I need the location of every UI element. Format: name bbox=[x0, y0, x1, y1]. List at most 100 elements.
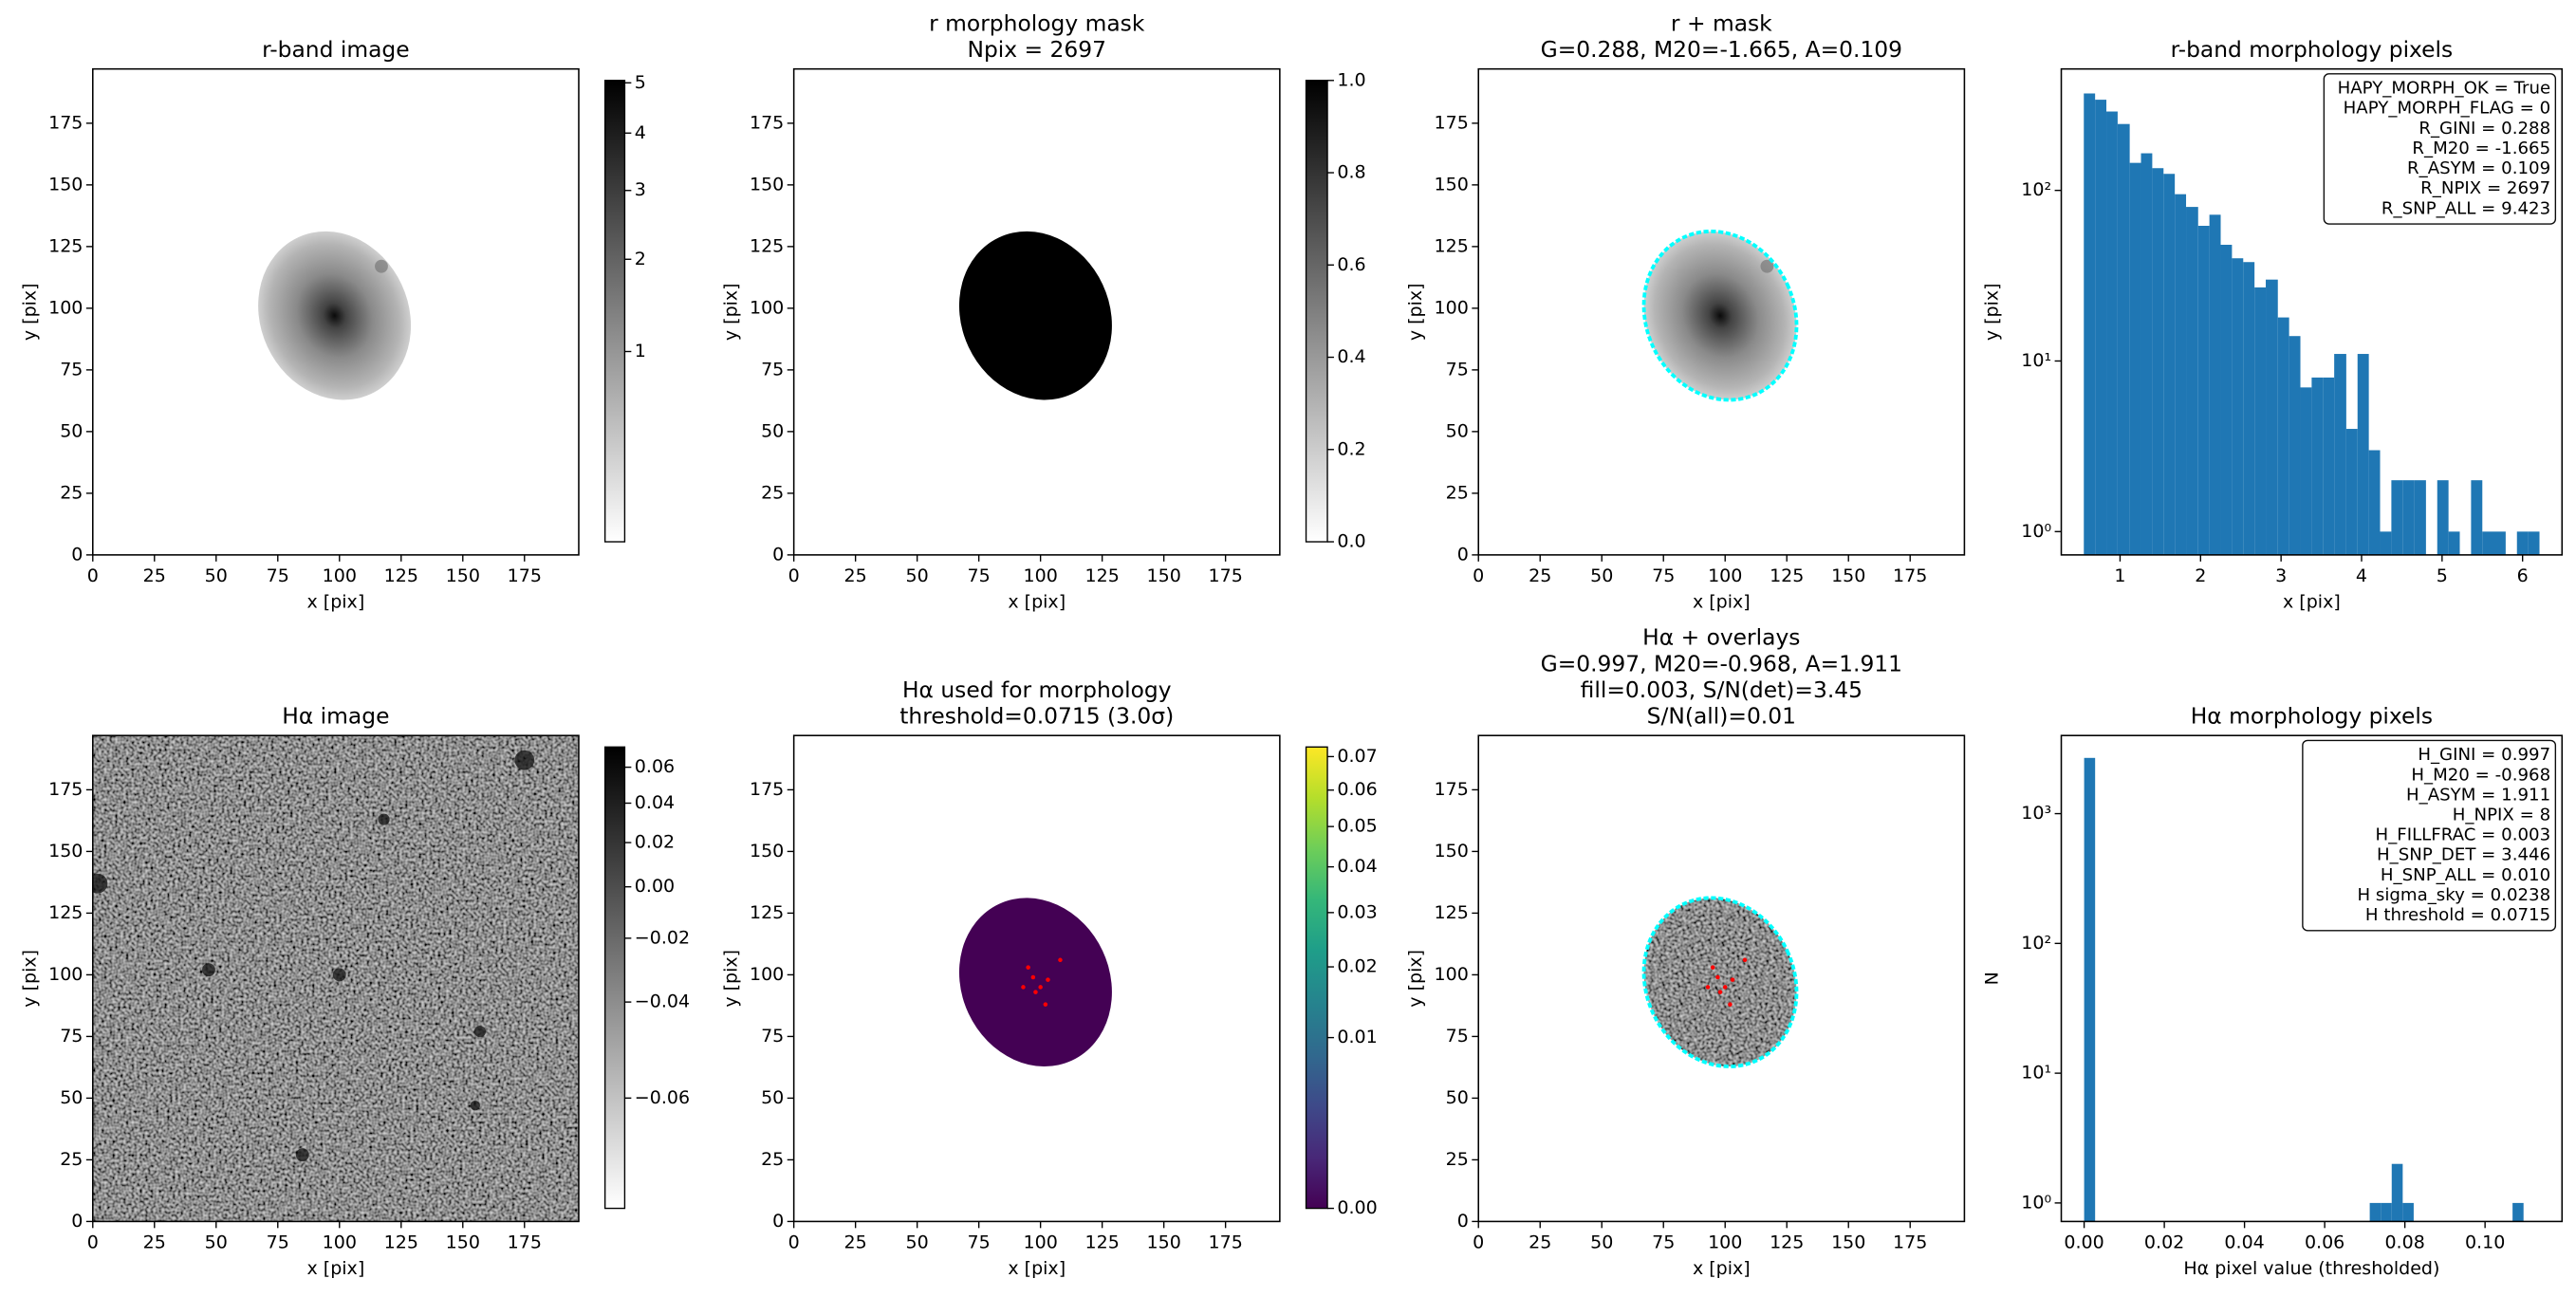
y-tick-label: 125 bbox=[1435, 902, 1469, 923]
colorbar bbox=[1305, 80, 1328, 543]
colorbar-tick-label: 0.05 bbox=[1337, 816, 1377, 837]
y-tick-label: 50 bbox=[1446, 420, 1469, 441]
x-tick-label: 125 bbox=[384, 1232, 418, 1252]
x-tick-label: 0 bbox=[1473, 1232, 1484, 1252]
hist-bar bbox=[2345, 429, 2358, 555]
colorbar-tick-label: 0.00 bbox=[1337, 1197, 1377, 1218]
y-tick-label: 0 bbox=[71, 1211, 83, 1232]
plot-area bbox=[2084, 93, 2540, 555]
annotation-line: HAPY_MORPH_OK = True bbox=[2338, 79, 2551, 99]
y-tick-label: 25 bbox=[1446, 482, 1469, 503]
y-tick-label: 25 bbox=[60, 482, 83, 503]
y-tick-label: 75 bbox=[761, 359, 784, 380]
mask-image bbox=[958, 231, 1112, 400]
hist-bar bbox=[2357, 354, 2369, 555]
hist-bar bbox=[2334, 354, 2346, 555]
x-tick-label: 0.08 bbox=[2384, 1232, 2424, 1252]
x-tick-label: 25 bbox=[844, 565, 867, 586]
x-tick-label: 0 bbox=[87, 565, 99, 586]
colorbar-tick-label: 0.02 bbox=[1337, 956, 1377, 977]
detected-pixel bbox=[1717, 990, 1723, 994]
hist-bar bbox=[2129, 162, 2141, 555]
y-tick-label: 25 bbox=[761, 1149, 784, 1170]
plot-area bbox=[92, 68, 579, 555]
plot-area bbox=[2084, 757, 2524, 1222]
annotation-box bbox=[2302, 739, 2557, 932]
colorbar-tick-label: 0.06 bbox=[635, 756, 675, 777]
x-tick-label: 150 bbox=[1831, 1232, 1865, 1252]
y-tick-label: 75 bbox=[1446, 1026, 1469, 1047]
mask-contour bbox=[1641, 229, 1799, 402]
detected-pixel bbox=[1710, 965, 1715, 970]
y-tick-label: 175 bbox=[1435, 112, 1469, 133]
y-tick-label: 0 bbox=[71, 544, 83, 565]
x-tick-label: 2 bbox=[2195, 565, 2206, 586]
x-axis-label: x [pix] bbox=[1693, 1258, 1751, 1279]
y-axis-label: y [pix] bbox=[20, 283, 41, 341]
panel-title: threshold=0.0715 (3.0σ) bbox=[899, 703, 1174, 730]
x-axis-label: x [pix] bbox=[307, 592, 365, 613]
y-tick-label: 175 bbox=[1435, 779, 1469, 800]
detected-pixel bbox=[1730, 977, 1735, 982]
x-tick-label: 75 bbox=[1652, 1232, 1675, 1252]
y-tick-label: 150 bbox=[1435, 174, 1469, 195]
hist-bar bbox=[2381, 1202, 2392, 1222]
y-tick-label: 150 bbox=[750, 841, 784, 862]
x-tick-label: 150 bbox=[1147, 1232, 1181, 1252]
y-tick-label: 175 bbox=[48, 112, 83, 133]
mask-contour bbox=[1641, 896, 1799, 1068]
colorbar-tick-label: 0.02 bbox=[635, 832, 675, 853]
colorbar-tick-label: 0.0 bbox=[1337, 531, 1365, 552]
axes-frame bbox=[92, 734, 580, 1223]
y-tick-label: 100 bbox=[1435, 297, 1469, 318]
hist-bar bbox=[2380, 531, 2392, 555]
axes-frame bbox=[2060, 734, 2564, 1223]
panel-title: Hα used for morphology bbox=[902, 676, 1172, 703]
detected-pixel bbox=[1033, 990, 1038, 994]
annotation-line: R_M20 = -1.665 bbox=[2412, 139, 2550, 158]
x-axis-label: Hα pixel value (thresholded) bbox=[2183, 1258, 2439, 1279]
x-tick-label: 75 bbox=[267, 565, 289, 586]
hist-bar bbox=[2140, 153, 2153, 555]
y-tick-label: 10⁰ bbox=[2021, 1192, 2051, 1213]
hist-bar bbox=[2117, 123, 2130, 555]
annotation-line: H_ASYM = 1.911 bbox=[2406, 785, 2550, 805]
x-tick-label: 150 bbox=[446, 565, 480, 586]
hist-bar bbox=[2300, 387, 2312, 555]
colorbar-tick-label: 0.04 bbox=[1337, 856, 1377, 877]
hist-bar bbox=[2095, 100, 2107, 555]
x-tick-label: 50 bbox=[906, 1232, 929, 1252]
x-axis-label: x [pix] bbox=[1693, 592, 1751, 613]
hist-bar bbox=[2152, 168, 2164, 555]
annotation-line: H_NPIX = 8 bbox=[2453, 805, 2550, 825]
y-tick-label: 50 bbox=[1446, 1087, 1469, 1108]
y-tick-label: 75 bbox=[60, 1026, 83, 1047]
x-axis-label: x [pix] bbox=[307, 1258, 365, 1279]
annotation-line: R_ASYM = 0.109 bbox=[2407, 158, 2550, 178]
hist-bar bbox=[2163, 174, 2176, 555]
y-tick-label: 25 bbox=[60, 1149, 83, 1170]
detected-pixel bbox=[1038, 985, 1043, 990]
y-tick-label: 0 bbox=[1457, 544, 1469, 565]
y-tick-label: 50 bbox=[60, 420, 83, 441]
panel: 0 25 50 75 100 125 150 175 0 25 50 75 100 125 150 175 x … bbox=[1405, 624, 1966, 1279]
panel-title: r-band image bbox=[262, 36, 410, 63]
annotation-line: HAPY_MORPH_FLAG = 0 bbox=[2344, 99, 2551, 119]
panel-title: Npix = 2697 bbox=[968, 36, 1107, 63]
y-tick-label: 150 bbox=[1435, 841, 1469, 862]
y-tick-label: 50 bbox=[60, 1087, 83, 1108]
axes-frame bbox=[2060, 67, 2564, 556]
x-tick-label: 150 bbox=[446, 1232, 480, 1252]
x-tick-label: 100 bbox=[1024, 565, 1058, 586]
y-tick-label: 50 bbox=[761, 1087, 784, 1108]
axes-frame bbox=[1477, 734, 1966, 1223]
x-tick-label: 50 bbox=[205, 565, 228, 586]
hist-bar bbox=[2512, 1202, 2524, 1222]
x-tick-label: 125 bbox=[1770, 565, 1804, 586]
colorbar-tick-label: 0.03 bbox=[1337, 901, 1377, 922]
axes-frame bbox=[792, 67, 1281, 556]
x-tick-label: 6 bbox=[2517, 565, 2529, 586]
colorbar-tick-label: 3 bbox=[635, 179, 646, 200]
y-tick-label: 175 bbox=[750, 112, 784, 133]
